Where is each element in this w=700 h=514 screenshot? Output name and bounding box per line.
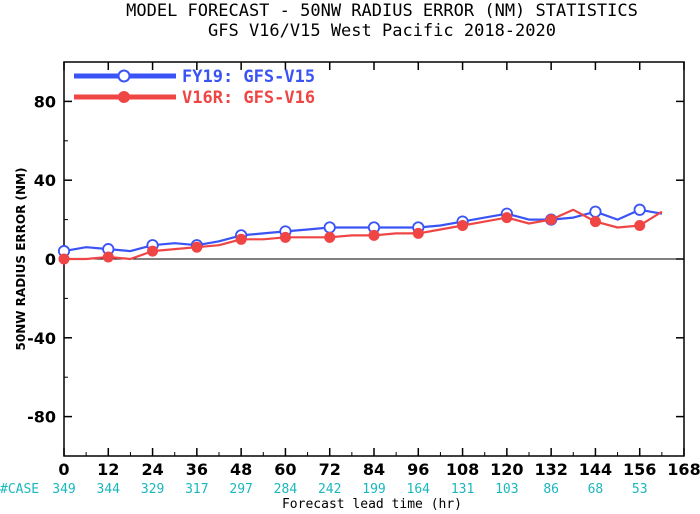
case-count: 284 — [274, 482, 298, 497]
x-tick-label: 60 — [274, 460, 296, 479]
data-point — [634, 220, 646, 232]
legend-label: V16R: GFS-V16 — [182, 88, 315, 108]
case-count: 242 — [318, 482, 341, 497]
x-tick-label: 96 — [407, 460, 429, 479]
x-tick-label: 108 — [446, 460, 479, 479]
y-axis-title-group: 50NW RADIUS ERROR (NM) — [14, 168, 28, 351]
data-point — [501, 212, 513, 224]
data-point — [545, 214, 557, 226]
x-tick-label: 144 — [579, 460, 612, 479]
y-tick-label: -40 — [27, 329, 56, 348]
y-tick-label: 80 — [34, 92, 56, 111]
data-point — [279, 231, 291, 243]
y-tick-label: -80 — [27, 408, 56, 427]
chart-title: MODEL FORECAST - 50NW RADIUS ERROR (NM) … — [126, 1, 638, 21]
series-line — [64, 208, 663, 261]
series-1 — [58, 208, 663, 265]
y-tick-label: 0 — [45, 250, 56, 269]
x-tick-label: 0 — [58, 460, 69, 479]
chart-subtitle: GFS V16/V15 West Pacific 2018-2020 — [208, 21, 556, 41]
data-point — [58, 253, 70, 265]
data-point — [589, 216, 601, 228]
case-count: 329 — [141, 482, 164, 497]
data-point — [633, 203, 646, 216]
case-count: 103 — [495, 482, 518, 497]
data-point — [235, 233, 247, 245]
x-tick-label: 12 — [97, 460, 119, 479]
data-point — [191, 241, 203, 253]
data-point — [323, 221, 336, 234]
legend-marker — [117, 69, 131, 83]
x-tick-label: 24 — [141, 460, 163, 479]
legend-label: FY19: GFS-V15 — [182, 67, 315, 87]
data-point — [324, 231, 336, 243]
plot-area: 80 40 0 -40 -80 0 12 24 36 48 60 72 84 96 108 120 132 144… — [0, 61, 700, 497]
x-tick-label: 36 — [186, 460, 208, 479]
case-count: 297 — [229, 482, 252, 497]
data-point — [457, 220, 469, 232]
case-count: 317 — [185, 482, 208, 497]
x-tick-label: 168 — [667, 460, 700, 479]
case-count: 344 — [97, 482, 121, 497]
case-count: 131 — [451, 482, 474, 497]
case-count: 86 — [543, 482, 559, 497]
data-point — [102, 251, 114, 263]
x-axis-title: Forecast lead time (hr) — [282, 497, 462, 512]
x-tick-label: 84 — [363, 460, 385, 479]
data-point — [412, 227, 424, 239]
legend-marker — [118, 91, 130, 103]
series-line — [63, 208, 663, 253]
y-axis-title: 50NW RADIUS ERROR (NM) — [14, 168, 28, 351]
case-row-label: #CASE — [0, 482, 39, 497]
case-count: 349 — [52, 482, 75, 497]
data-point — [147, 245, 159, 257]
case-count: 68 — [588, 482, 604, 497]
case-count: 53 — [632, 482, 648, 497]
x-tick-label: 120 — [490, 460, 523, 479]
x-tick-label: 132 — [534, 460, 567, 479]
x-tick-label: 72 — [319, 460, 341, 479]
case-count: 164 — [407, 482, 431, 497]
data-point — [589, 205, 602, 218]
case-count: 199 — [362, 482, 385, 497]
x-tick-label: 156 — [623, 460, 656, 479]
x-tick-label: 48 — [230, 460, 252, 479]
data-point — [368, 229, 380, 241]
y-tick-label: 40 — [34, 171, 56, 190]
